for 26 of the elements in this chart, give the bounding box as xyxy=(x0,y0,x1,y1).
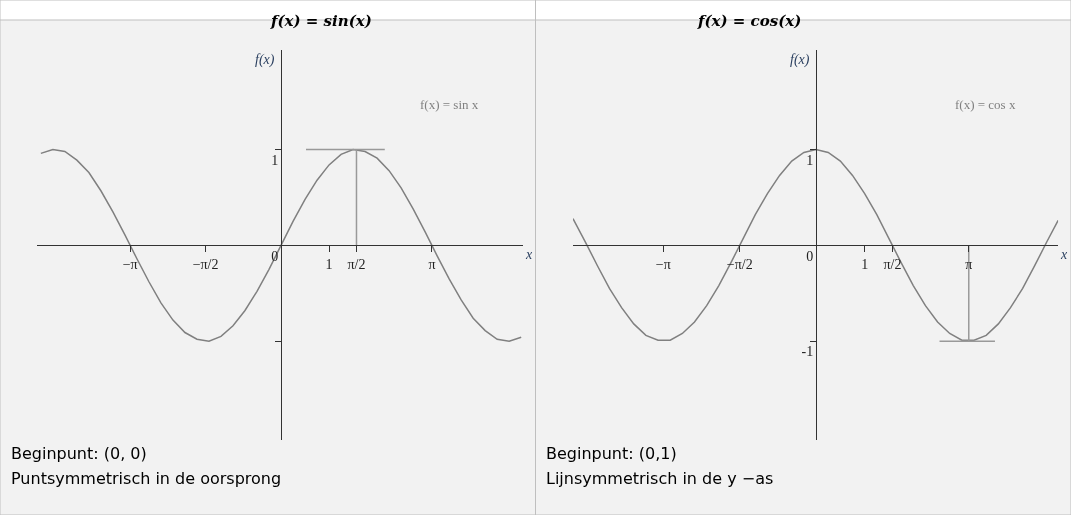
text: Lijnsymmetrisch in de y −as xyxy=(546,469,774,488)
x-tick-label: π/2 xyxy=(883,257,902,273)
x-axis-title: x xyxy=(1060,247,1068,262)
y-tick-label: 0 xyxy=(271,248,279,264)
x-tick-label: −π/2 xyxy=(726,257,753,273)
x-tick-label: −π xyxy=(655,257,671,273)
x-tick-label: 1 xyxy=(861,257,869,273)
text: f(x) = cos x xyxy=(955,97,1016,112)
text: Beginpunt: (0, 0) xyxy=(11,444,147,463)
x-tick-label: −π/2 xyxy=(192,257,219,273)
y-axis-title: f(x) xyxy=(255,52,275,68)
text: Beginpunt: (0,1) xyxy=(546,444,677,463)
x-tick-label: π xyxy=(428,257,436,273)
text: f(x) = sin x xyxy=(420,97,479,112)
x-axis-title: x xyxy=(525,247,533,262)
x-tick-label: π xyxy=(965,257,973,273)
x-tick-label: −π xyxy=(122,257,138,273)
y-tick-label: -1 xyxy=(801,344,814,360)
chart-title: f(x) = cos(x) xyxy=(697,12,802,30)
x-tick-label: π/2 xyxy=(347,257,366,273)
y-tick-label: 1 xyxy=(806,152,814,168)
y-axis-title: f(x) xyxy=(790,52,810,68)
x-tick-label: 1 xyxy=(325,257,333,273)
text: Puntsymmetrisch in de oorsprong xyxy=(11,469,282,488)
chart-title: f(x) = sin(x) xyxy=(270,12,372,30)
y-tick-label: 0 xyxy=(806,248,814,264)
